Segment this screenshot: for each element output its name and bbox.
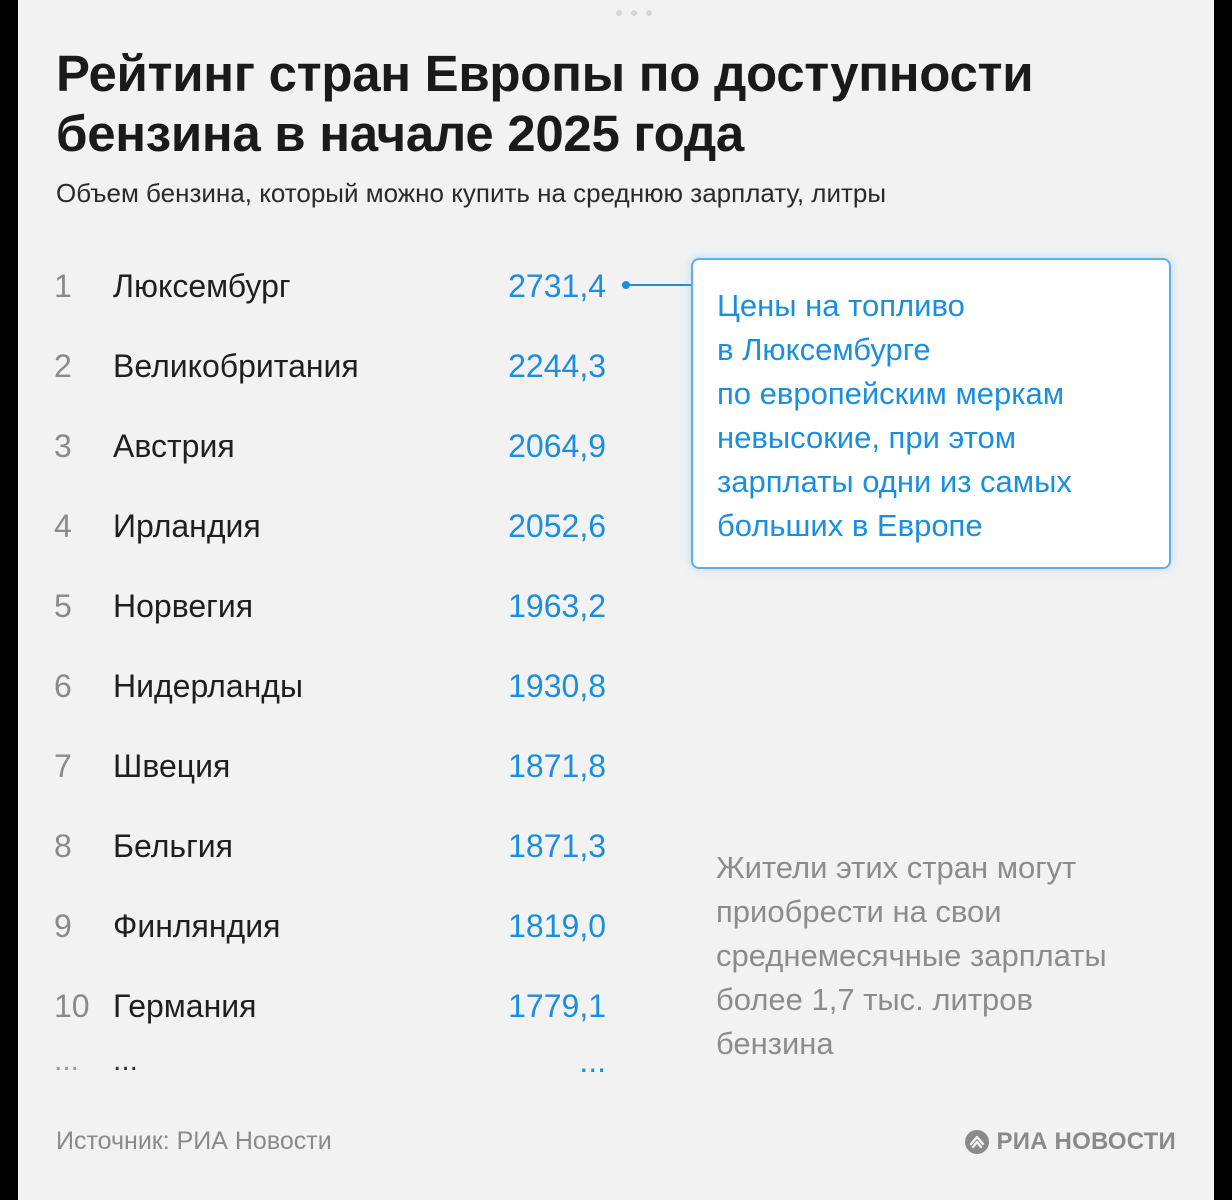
title-line: Рейтинг стран Европы по доступности (56, 45, 1034, 102)
country-name: Нидерланды (113, 668, 303, 704)
ranking-row: 5 Норвегия 1963,2 (18, 581, 638, 631)
rank-number: 3 (54, 428, 72, 464)
country-name: Бельгия (113, 828, 233, 864)
summary-note: Жители этих стран могут приобрести на св… (716, 846, 1196, 1066)
ranking-row: 6 Нидерланды 1930,8 (18, 661, 638, 711)
country-name: Люксембург (113, 268, 291, 304)
callout-text-line: в Люксембурге (717, 332, 931, 367)
ranking-row: 3 Австрия 2064,9 (18, 421, 638, 471)
callout-text-line: больших в Европе (717, 508, 983, 543)
rank-number: 5 (54, 588, 72, 624)
source-credit: Источник: РИА Новости (56, 1127, 332, 1155)
fuel-volume-value: 2244,3 (508, 348, 606, 384)
fuel-volume-value: 1871,8 (508, 748, 606, 784)
callout-text-line: зарплаты одни из самых (717, 464, 1072, 499)
rank-number: 4 (54, 508, 72, 544)
ranking-row: 9 Финляндия 1819,0 (18, 901, 638, 951)
fuel-volume-value: 1871,3 (508, 828, 606, 864)
dot-icon (616, 10, 622, 16)
rank-number: 6 (54, 668, 72, 704)
ranking-row: 1 Люксембург 2731,4 (18, 261, 638, 311)
note-text-line: Жители этих стран могут (716, 850, 1077, 885)
fuel-volume-value: 1779,1 (508, 988, 606, 1024)
fuel-volume-value: 2731,4 (508, 268, 606, 304)
connector-line (628, 284, 694, 286)
rank-number: 7 (54, 748, 72, 784)
rank-number: 8 (54, 828, 72, 864)
page-title: Рейтинг стран Европы по доступности бенз… (56, 44, 1156, 164)
fuel-volume-value: 2052,6 (508, 508, 606, 544)
note-text-line: среднемесячные зарплаты (716, 938, 1107, 973)
fuel-volume-value: 1819,0 (508, 908, 606, 944)
note-text-line: бензина (716, 1026, 834, 1061)
drag-handle-dots (616, 8, 652, 18)
callout-text-line: по европейским меркам (717, 376, 1065, 411)
infographic-card: Рейтинг стран Европы по доступности бенз… (18, 0, 1214, 1200)
dot-icon (631, 10, 637, 16)
ranking-row: 8 Бельгия 1871,3 (18, 821, 638, 871)
country-name: Германия (113, 988, 257, 1024)
brand-name: РИА НОВОСТИ (996, 1128, 1176, 1155)
callout-connector (622, 281, 694, 289)
country-ellipsis: ... (113, 1044, 139, 1077)
brand-logo: РИА НОВОСТИ (964, 1126, 1176, 1158)
callout-text-line: Цены на топливо (717, 288, 965, 323)
rank-number: 2 (54, 348, 72, 384)
callout-text-line: невысокие, при этом (717, 420, 1017, 455)
ranking-row: 4 Ирландия 2052,6 (18, 501, 638, 551)
fuel-volume-value: 1963,2 (508, 588, 606, 624)
fuel-volume-value: 1930,8 (508, 668, 606, 704)
ria-logo-icon (965, 1130, 990, 1154)
rank-number: 10 (54, 988, 90, 1024)
ranking-row-ellipsis: ... ... ... (18, 1036, 638, 1086)
country-name: Ирландия (113, 508, 261, 544)
subtitle: Объем бензина, который можно купить на с… (56, 178, 887, 208)
callout-box: Цены на топливо в Люксембурге по европей… (691, 258, 1171, 569)
country-name: Финляндия (113, 908, 281, 944)
value-ellipsis: ... (579, 1043, 606, 1079)
rank-ellipsis: ... (54, 1044, 80, 1077)
ranking-row: 10 Германия 1779,1 (18, 981, 638, 1031)
ranking-row: 7 Швеция 1871,8 (18, 741, 638, 791)
country-name: Великобритания (113, 348, 359, 384)
country-name: Австрия (113, 428, 235, 464)
rank-number: 1 (54, 268, 72, 304)
ranking-row: 2 Великобритания 2244,3 (18, 341, 638, 391)
fuel-volume-value: 2064,9 (508, 428, 606, 464)
dot-icon (646, 10, 652, 16)
country-name: Швеция (113, 748, 231, 784)
connector-dot-icon (622, 281, 630, 289)
title-line: бензина в начале 2025 года (56, 105, 744, 162)
rank-number: 9 (54, 908, 72, 944)
country-name: Норвегия (113, 588, 254, 624)
note-text-line: более 1,7 тыс. литров (716, 982, 1033, 1017)
note-text-line: приобрести на свои (716, 894, 1002, 929)
